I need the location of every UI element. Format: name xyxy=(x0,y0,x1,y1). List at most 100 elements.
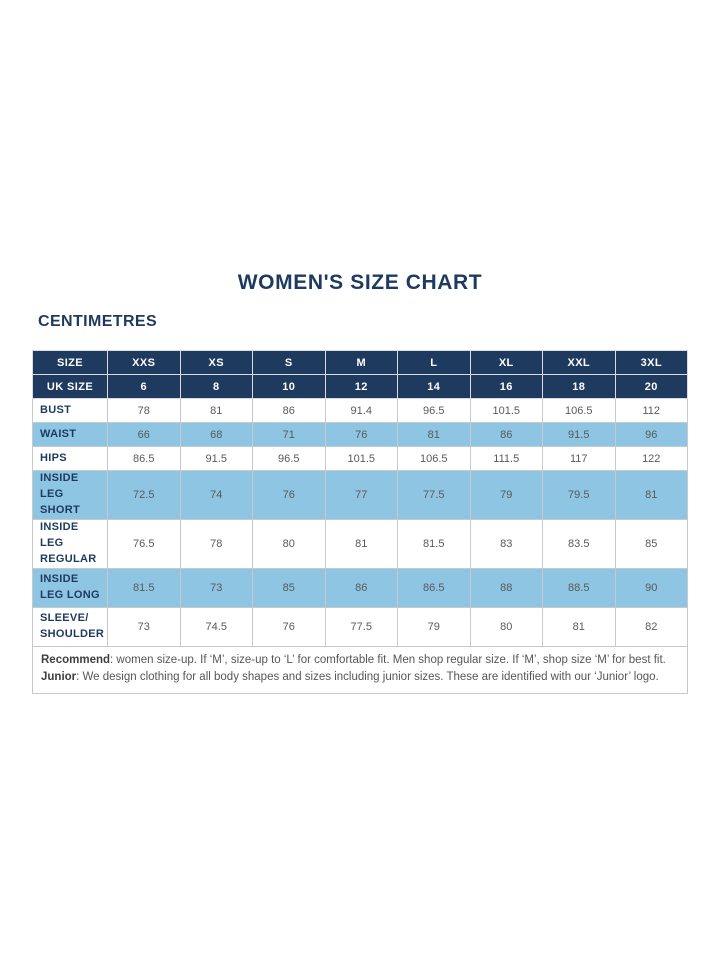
measurement-cell: 106.5 xyxy=(397,446,471,471)
header-size-cell: XXL xyxy=(542,350,616,375)
row-label: BUST xyxy=(32,398,108,423)
measurement-cell: 79 xyxy=(469,470,543,520)
measurement-cell: 74 xyxy=(179,470,253,520)
table-row: INSIDE LEG LONG 81.5 73 85 86 86.5 88 88.5 90 xyxy=(32,567,688,608)
header-size-cell: XS xyxy=(179,350,253,375)
measurement-cell: 91.5 xyxy=(179,446,253,471)
measurement-cell: 77.5 xyxy=(324,606,398,647)
measurement-cell: 88.5 xyxy=(542,567,616,608)
measurement-cell: 83.5 xyxy=(542,518,616,569)
page-title: WOMEN'S SIZE CHART xyxy=(237,271,483,294)
measurement-cell: 86 xyxy=(324,567,398,608)
measurement-cell: 86.5 xyxy=(397,567,471,608)
measurement-cell: 86 xyxy=(252,398,326,423)
row-label: INSIDE LEG SHORT xyxy=(32,470,108,520)
measurement-cell: 111.5 xyxy=(469,446,543,471)
measurement-cell: 86.5 xyxy=(107,446,181,471)
header-size-cell: 6 xyxy=(107,374,181,399)
row-label: INSIDE LEG LONG xyxy=(32,567,108,608)
measurement-cell: 86 xyxy=(469,422,543,447)
measurement-cell: 81 xyxy=(397,422,471,447)
measurement-cell: 81 xyxy=(324,518,398,569)
measurement-cell: 79 xyxy=(397,606,471,647)
table-row: BUST 78 81 86 91.4 96.5 101.5 106.5 112 xyxy=(32,398,688,423)
measurement-cell: 112 xyxy=(614,398,688,423)
size-chart-table: SIZE XXS XS S M L XL XXL 3XL UK SIZE 6 8 10 12 14 16 18 2… xyxy=(32,350,688,695)
measurement-cell: 85 xyxy=(614,518,688,569)
footer-note-line: Recommend: women size-up. If ‘M’, size-u… xyxy=(41,653,666,666)
measurement-cell: 80 xyxy=(469,606,543,647)
table-row: INSIDE LEG SHORT 72.5 74 76 77 77.5 79 79.5 81 xyxy=(32,470,688,520)
measurement-cell: 68 xyxy=(179,422,253,447)
header-size-cell: 3XL xyxy=(614,350,688,375)
measurement-cell: 66 xyxy=(107,422,181,447)
footer-note-bold: Junior xyxy=(41,671,77,684)
table-footer: Recommend: women size-up. If ‘M’, size-u… xyxy=(32,645,688,695)
header-size-cell: 14 xyxy=(397,374,471,399)
header-size-cell: XXS xyxy=(107,350,181,375)
measurement-cell: 76 xyxy=(252,470,326,520)
measurement-cell: 96.5 xyxy=(397,398,471,423)
header-size-cell: 18 xyxy=(542,374,616,399)
row-label: SLEEVE/ SHOULDER xyxy=(32,606,108,647)
table-row: HIPS 86.5 91.5 96.5 101.5 106.5 111.5 117 122 xyxy=(32,446,688,471)
header-size-cell: M xyxy=(324,350,398,375)
measurement-cell: 91.5 xyxy=(542,422,616,447)
header-row-label: UK SIZE xyxy=(32,374,108,399)
measurement-cell: 78 xyxy=(107,398,181,423)
measurement-cell: 77 xyxy=(324,470,398,520)
header-size-cell: 16 xyxy=(469,374,543,399)
measurement-cell: 88 xyxy=(469,567,543,608)
measurement-cell: 73 xyxy=(107,606,181,647)
table-row: INSIDE LEG REGULAR 76.5 78 80 81 81.5 83 83.5 85 xyxy=(32,518,688,569)
table-header: SIZE XXS XS S M L XL XXL 3XL UK SIZE 6 8 10 12 14 16 18 2… xyxy=(32,350,688,399)
measurement-cell: 76 xyxy=(252,606,326,647)
measurement-cell: 81.5 xyxy=(397,518,471,569)
measurement-cell: 90 xyxy=(614,567,688,608)
measurement-cell: 101.5 xyxy=(324,446,398,471)
table-body: BUST 78 81 86 91.4 96.5 101.5 106.5 112 WAIST 66 68… xyxy=(32,398,688,647)
measurement-cell: 77.5 xyxy=(397,470,471,520)
measurement-cell: 117 xyxy=(542,446,616,471)
measurement-cell: 78 xyxy=(179,518,253,569)
header-row-label: SIZE xyxy=(32,350,108,375)
row-label: INSIDE LEG REGULAR xyxy=(32,518,108,569)
measurement-cell: 81 xyxy=(614,470,688,520)
header-size-cell: XL xyxy=(469,350,543,375)
footer-note-bold: Recommend xyxy=(41,653,111,666)
measurement-cell: 85 xyxy=(252,567,326,608)
measurement-cell: 96.5 xyxy=(252,446,326,471)
measurement-cell: 76.5 xyxy=(107,518,181,569)
measurement-cell: 73 xyxy=(179,567,253,608)
measurement-cell: 91.4 xyxy=(324,398,398,423)
measurement-cell: 81 xyxy=(542,606,616,647)
row-label: WAIST xyxy=(32,422,108,447)
measurement-cell: 106.5 xyxy=(542,398,616,423)
measurement-cell: 82 xyxy=(614,606,688,647)
row-label: HIPS xyxy=(32,446,108,471)
units-heading: CENTIMETRES xyxy=(38,313,158,330)
measurement-cell: 71 xyxy=(252,422,326,447)
header-size-cell: 20 xyxy=(614,374,688,399)
measurement-cell: 80 xyxy=(252,518,326,569)
table-row: SLEEVE/ SHOULDER 73 74.5 76 77.5 79 80 81 82 xyxy=(32,606,688,647)
footer-note-cell: Recommend: women size-up. If ‘M’, size-u… xyxy=(32,645,688,695)
measurement-cell: 122 xyxy=(614,446,688,471)
footer-row: Recommend: women size-up. If ‘M’, size-u… xyxy=(32,645,688,695)
footer-note-line: Junior: We design clothing for all body … xyxy=(41,671,659,684)
header-row: UK SIZE 6 8 10 12 14 16 18 20 xyxy=(32,374,688,399)
measurement-cell: 72.5 xyxy=(107,470,181,520)
measurement-cell: 76 xyxy=(324,422,398,447)
measurement-cell: 74.5 xyxy=(179,606,253,647)
table-row: WAIST 66 68 71 76 81 86 91.5 96 xyxy=(32,422,688,447)
header-size-cell: 10 xyxy=(252,374,326,399)
measurement-cell: 101.5 xyxy=(469,398,543,423)
measurement-cell: 81.5 xyxy=(107,567,181,608)
measurement-cell: 79.5 xyxy=(542,470,616,520)
measurement-cell: 96 xyxy=(614,422,688,447)
measurement-cell: 83 xyxy=(469,518,543,569)
header-size-cell: 8 xyxy=(179,374,253,399)
measurement-cell: 81 xyxy=(179,398,253,423)
header-size-cell: S xyxy=(252,350,326,375)
